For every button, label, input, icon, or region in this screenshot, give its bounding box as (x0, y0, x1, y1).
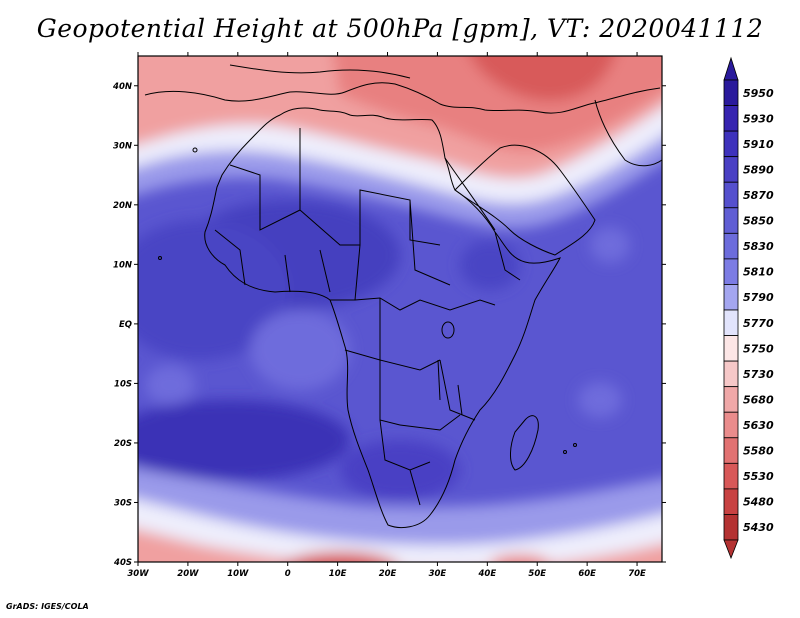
colorbar-swatch (723, 105, 739, 132)
colorbar-label: 5810 (743, 266, 774, 279)
lon-tick-label: 20W (177, 569, 199, 579)
lon-tick-label: 40E (478, 569, 497, 579)
colorbar-swatch (723, 258, 739, 285)
colorbar-swatch (723, 462, 739, 490)
colorbar-label: 5750 (743, 342, 774, 355)
lon-tick-label: 30W (127, 569, 149, 579)
lon-tick-label: 50E (528, 569, 546, 579)
colorbar-label: 5790 (743, 291, 774, 304)
colorbar-swatch (723, 207, 739, 234)
colorbar-label: 5530 (743, 470, 774, 483)
colorbar-bottom-arrow (723, 539, 739, 560)
colorbar-swatch (723, 514, 739, 541)
colorbar-label: 5770 (743, 317, 774, 330)
colorbar-swatch (723, 130, 739, 158)
colorbar-swatch (723, 79, 739, 106)
lon-tick-label: 30E (429, 569, 447, 579)
colorbar-top-arrow (723, 56, 739, 81)
colorbar-label: 5890 (743, 163, 774, 176)
colorbar-label: 5830 (743, 240, 774, 253)
lat-tick-label: 20N (113, 201, 132, 211)
plot-frame (137, 55, 663, 563)
lon-tick-label: 70E (628, 569, 646, 579)
lat-tick-label: 30S (114, 498, 132, 508)
colorbar-label: 5430 (743, 521, 774, 534)
lat-tick-label: 10N (113, 260, 132, 270)
colorbar-swatch (723, 437, 739, 464)
grads-credit: GrADS: IGES/COLA (6, 602, 89, 611)
lat-tick-label: 30N (113, 141, 132, 151)
colorbar-swatch (723, 181, 739, 209)
lat-tick-label: 40N (112, 82, 132, 92)
lat-tick-label: 20S (114, 439, 132, 449)
colorbar-label: 5870 (743, 189, 774, 202)
colorbar-label: 5680 (743, 393, 774, 406)
colorbar-swatch (723, 335, 739, 362)
colorbar-swatch (723, 309, 739, 336)
lat-tick-label: 10S (114, 379, 132, 389)
colorbar-label: 5630 (743, 419, 774, 432)
colorbar-label: 5730 (743, 368, 774, 381)
coastlines (144, 64, 662, 528)
lat-tick-label: EQ (119, 320, 132, 330)
lon-tick-label: 20E (379, 569, 397, 579)
lon-tick-label: 0 (285, 569, 291, 579)
colorbar-swatch (723, 488, 739, 515)
latitude-axis: 40N 30N 20N 10N EQ 10S 20S 30S 40S (112, 82, 666, 568)
colorbar-swatch (723, 360, 739, 388)
colorbar-label: 5910 (743, 138, 774, 151)
colorbar-swatch (723, 386, 739, 413)
colorbar-label: 5480 (743, 496, 774, 509)
colorbar-label: 5580 (743, 445, 774, 458)
longitude-axis: 30W 20W 10W 0 10E 20E 30E 40E 50E 60E 70E (127, 52, 646, 579)
colorbar-swatch (723, 411, 739, 439)
map-title: Geopotential Height at 500hPa [gpm], VT:… (36, 14, 764, 43)
colorbar-swatch (723, 156, 739, 183)
colorbar-label: 5950 (743, 87, 774, 100)
colorbar-label: 5850 (743, 215, 774, 228)
lon-tick-label: 10W (227, 569, 249, 579)
colorbar-swatch (723, 284, 739, 311)
colorbar-swatch (723, 232, 739, 260)
lon-tick-label: 10E (329, 569, 347, 579)
lon-tick-label: 60E (578, 569, 596, 579)
colorbar-label: 5930 (743, 112, 774, 125)
lat-tick-label: 40S (113, 558, 132, 568)
height-field (138, 56, 662, 562)
colorbar: 5950 5930 5910 5890 5870 5850 5830 5810 5790 5770… (723, 56, 774, 560)
